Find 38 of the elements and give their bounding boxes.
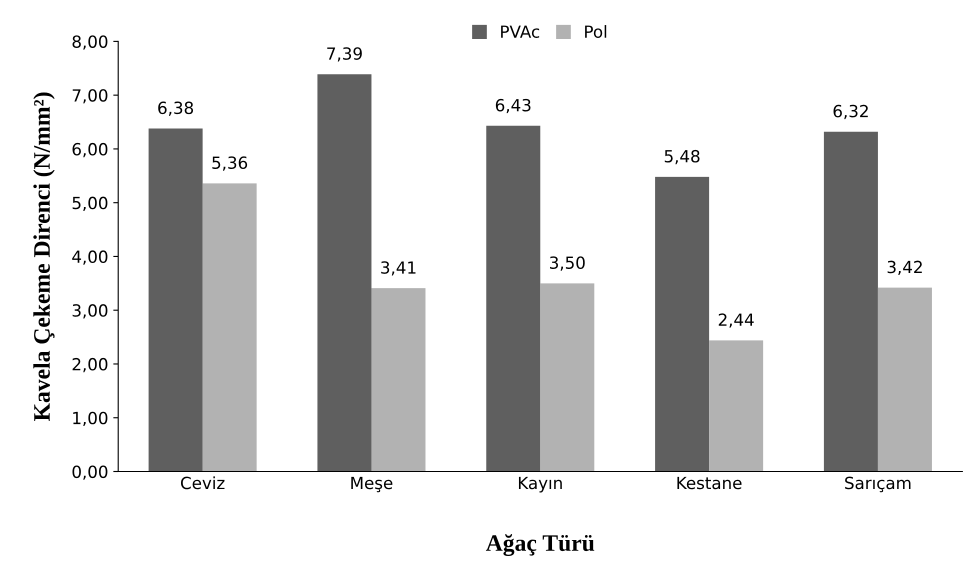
data-label: 3,42 bbox=[888, 260, 922, 275]
data-label: 6,43 bbox=[496, 98, 530, 114]
x-tick-label: Sarıçam bbox=[845, 476, 910, 492]
x-tick-label: Kayın bbox=[518, 476, 562, 492]
y-tick-label: 8,00 bbox=[72, 35, 108, 50]
x-tick-label: Meşe bbox=[351, 476, 392, 492]
data-label: 6,32 bbox=[834, 104, 868, 120]
bar bbox=[148, 128, 203, 472]
data-label: 2,44 bbox=[718, 313, 754, 328]
bar bbox=[540, 283, 594, 472]
y-axis-title: Kavela Çekeme Direnci (N/mm²) bbox=[33, 92, 55, 421]
bar bbox=[486, 126, 540, 472]
data-label: 3,41 bbox=[381, 261, 416, 276]
bar bbox=[878, 288, 932, 472]
data-label: 3,50 bbox=[550, 256, 585, 271]
legend-label: PVAc bbox=[501, 26, 540, 38]
bar bbox=[317, 74, 372, 472]
y-tick-label: 0,00 bbox=[72, 465, 108, 480]
bar bbox=[824, 132, 878, 472]
data-label: 5,36 bbox=[212, 156, 248, 171]
y-tick-label: 2,00 bbox=[72, 358, 108, 372]
bar bbox=[655, 176, 710, 472]
y-tick-label: 1,00 bbox=[73, 412, 108, 426]
y-tick-label: 5,00 bbox=[72, 196, 108, 211]
x-tick-label: Kestane bbox=[677, 476, 742, 490]
x-tick-label: Ceviz bbox=[180, 476, 224, 490]
legend-label: Pol bbox=[585, 25, 606, 38]
y-tick-label: 3,00 bbox=[72, 304, 108, 318]
y-tick-label: 7,00 bbox=[72, 89, 108, 104]
data-label: 7,39 bbox=[327, 47, 362, 62]
bar bbox=[709, 340, 764, 472]
y-tick-label: 6,00 bbox=[72, 142, 108, 158]
data-label: 6,38 bbox=[158, 102, 194, 116]
x-axis-title: Ağaç Türü bbox=[486, 534, 594, 556]
bar bbox=[202, 183, 257, 472]
bar bbox=[371, 288, 426, 472]
data-label: 5,48 bbox=[664, 150, 700, 164]
y-tick-label: 4,00 bbox=[72, 250, 108, 265]
